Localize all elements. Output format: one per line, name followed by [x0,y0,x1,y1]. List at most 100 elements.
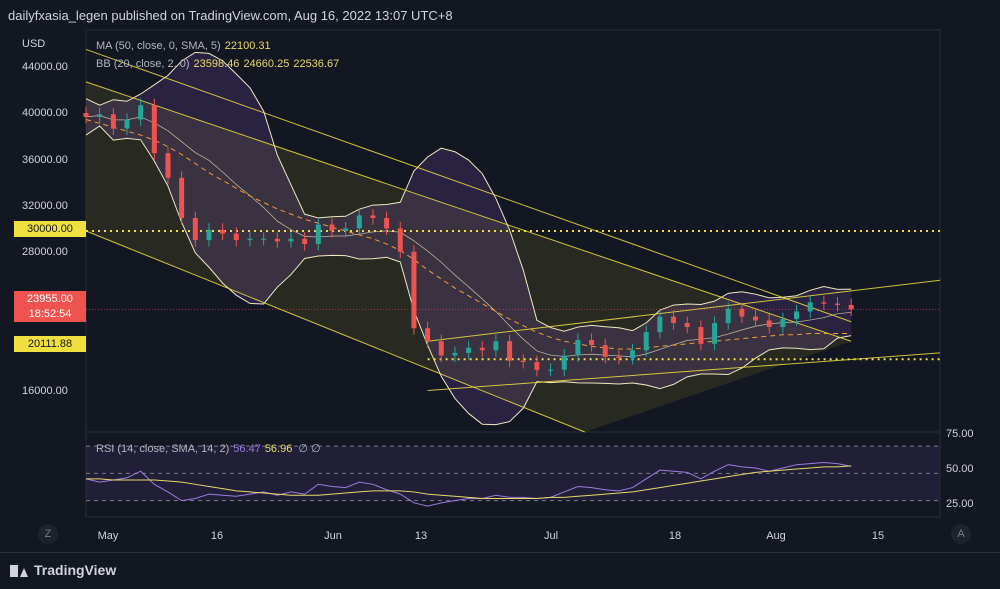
bb-lower-value: 22536.67 [293,58,340,70]
price-tick: 32000.00 [22,200,68,212]
time-tick: Jul [543,530,559,542]
candle-body [507,341,513,361]
trendline [85,48,852,323]
currency-label: USD [22,38,46,50]
candle-body [698,326,704,344]
candle-body [479,347,485,351]
time-tick: 16 [210,530,224,542]
candle-body [780,319,786,327]
candle-body [411,251,417,329]
candle-body [288,238,294,242]
bb-legend-label: BB (20, close, 2, 0) [96,58,190,70]
tradingview-logo-icon [10,565,28,578]
candle-body [561,355,567,370]
candle-body [575,339,581,356]
candle-body [766,320,772,327]
candle-body [343,228,349,231]
price-tick: 28000.00 [22,246,68,258]
candle-body [643,332,649,351]
candle-body [657,316,663,333]
bb-legend: BB (20, close, 2, 0) 23598.46 24660.25 2253… [96,58,339,70]
candle-body [821,302,827,304]
time-tick: 18 [668,530,682,542]
candle-body [138,105,144,120]
time-tick: 15 [871,530,885,542]
candle-body [165,153,171,178]
candle-body [739,308,745,317]
candle-body [684,323,690,327]
level-tag-low: 20111.88 [14,336,86,352]
ma-line [85,118,852,350]
rsi-sma-value: 56.96 [264,443,293,455]
candle-body [452,352,458,356]
candle-body [124,119,130,129]
time-tick: May [97,530,119,542]
price-tick: 44000.00 [22,61,68,73]
candle-body [110,114,116,129]
candle-body [712,323,718,344]
countdown-tag: 18:52:54 [14,306,86,322]
candle-body [302,238,308,244]
publisher-line: dailyfxasia_legen published on TradingVi… [8,8,453,23]
candle-body [630,350,636,359]
candle-body [548,369,554,371]
candle-body [534,361,540,370]
level-tag-high: 30000.00 [14,221,86,237]
candle-body [83,112,89,117]
bollinger-lower-line [85,125,852,426]
price-tick: 36000.00 [22,154,68,166]
candle-body [725,308,731,324]
candle-body [425,328,431,342]
candle-body [192,218,198,241]
candle-body [493,341,499,351]
rsi-legend-extra: ∅ ∅ [298,443,321,455]
channel-fill [86,81,852,432]
candle-body [520,360,526,362]
candle-body [261,238,267,240]
time-tick: 13 [414,530,428,542]
price-tick: 16000.00 [22,385,68,397]
last-price-tag: 23955.00 [14,291,86,307]
candle-body [807,302,813,312]
candle-body [179,177,185,219]
rsi-legend-label: RSI (14, close, SMA, 14, 2) [96,443,230,455]
ma-legend-label: MA (50, close, 0, SMA, 5) [96,40,221,52]
trendline [427,279,941,342]
candle-body [602,345,608,357]
ma-legend: MA (50, close, 0, SMA, 5) 22100.31 [96,40,271,52]
candle-body [206,229,212,241]
bollinger-basis-line [85,115,852,358]
candle-body [384,218,390,229]
candle-body [616,356,622,359]
tradingview-brand: TradingView [34,562,117,578]
tradingview-logo[interactable]: TradingView [10,562,116,578]
time-tick: Jun [324,530,342,542]
rsi-tick: 75.00 [946,428,974,440]
rsi-sma-line [86,465,852,499]
price-tick: 40000.00 [22,107,68,119]
candle-body [233,233,239,241]
rsi-tick: 25.00 [946,498,974,510]
bb-basis-value: 23598.46 [193,58,240,70]
candle-body [848,304,854,310]
candle-body [589,339,595,346]
auto-scale-button[interactable]: A [951,524,971,544]
candle-body [466,347,472,353]
candle-body [794,311,800,320]
rsi-line [85,462,852,507]
candle-body [97,114,103,117]
trendline [85,230,585,433]
footer-bar: TradingView [0,552,1000,589]
rsi-legend: RSI (14, close, SMA, 14, 2) 56.47 56.96 ∅ ∅ [96,442,321,455]
bb-upper-value: 24660.25 [243,58,290,70]
price-chart-canvas[interactable] [0,0,1000,552]
candle-body [753,316,759,321]
candle-body [671,316,677,324]
candle-body [438,341,444,356]
ma-legend-value: 22100.31 [224,40,271,52]
candle-body [397,228,403,252]
rsi-legend-value: 56.47 [233,443,261,455]
candle-body [315,224,321,244]
bollinger-upper-line [85,51,852,332]
zoom-toggle-button[interactable]: Z [38,524,58,544]
